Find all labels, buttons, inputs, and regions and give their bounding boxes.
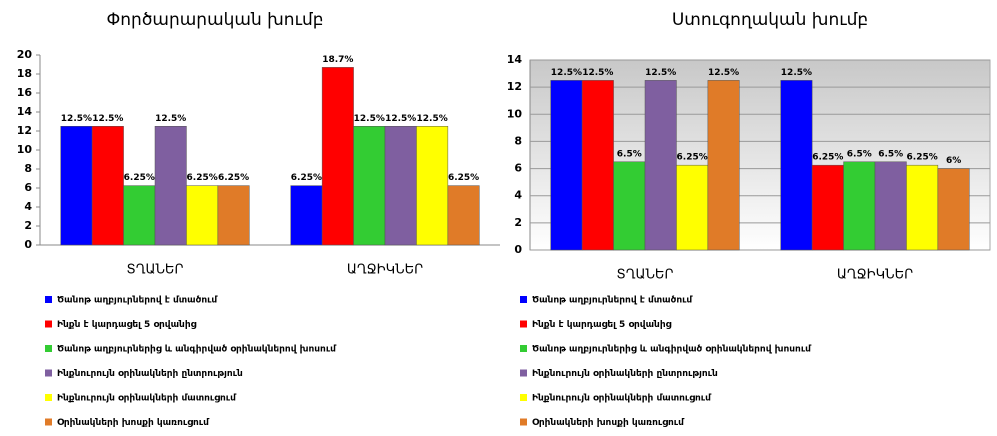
bar [353,126,386,246]
chart-title: Փործարարական խումբ [106,10,323,30]
y-tick-label: 10 [17,143,33,156]
legend-label: Ինքն է կարդացել 5 օրվանից [57,320,197,330]
legend-label: Ծանոթ աղբյուրներով է մտածում [532,296,693,306]
legend-swatch [520,394,527,401]
value-label: 6.25% [187,173,218,183]
bar [707,80,740,251]
value-label: 12.5% [645,68,676,78]
y-tick-label: 2 [24,219,32,232]
value-label: 6.25% [218,173,249,183]
legend-swatch [45,369,52,377]
y-tick-label: 14 [17,105,33,118]
legend-label: Ինքնուրույն օրինակների մատուցում [57,394,237,404]
y-tick-label: 6 [24,181,32,194]
value-label: 6.25% [812,153,843,163]
legend-swatch [45,296,52,303]
x-tick-label: ՏՂԱՆԵՐ [617,268,674,283]
value-label: 12.5% [385,114,416,124]
y-tick-label: 8 [514,134,522,147]
bar [60,126,93,246]
legend-swatch [45,418,52,426]
y-tick-label: 16 [17,86,33,99]
y-tick-label: 6 [514,162,522,175]
bar [644,80,677,251]
y-tick-label: 0 [514,243,522,256]
bar [550,80,583,251]
value-label: 6.5% [878,149,903,159]
bar [154,126,187,246]
bar [780,80,813,251]
chart-title: Ստուգողական խումբ [672,10,868,30]
value-label: 6.25% [124,173,155,183]
value-label: 12.5% [417,114,448,124]
y-tick-label: 10 [507,107,523,120]
legend-label: Ինքնուրույն օրինակների ընտրություն [532,369,718,379]
bar [937,168,970,251]
value-label: 12.5% [92,114,123,124]
bar [91,126,124,246]
legend-swatch [45,320,52,328]
legend-label: Ծանոթ աղբյուրներից և անգիրված օրինակներո… [57,345,337,355]
bar [217,185,250,246]
y-tick-label: 12 [17,124,32,137]
x-tick-label: ԱՂՋԻԿՆԵՐ [837,268,913,283]
value-label: 12.5% [551,68,582,78]
legend-swatch [45,394,52,401]
bar [290,185,323,246]
y-tick-label: 4 [24,200,32,213]
legend-label: Ինքնուրույն օրինակների մատուցում [532,394,712,404]
legend-label: Ինքն է կարդացել 5 օրվանից [532,320,672,330]
y-tick-label: 2 [514,216,522,229]
bar [321,67,354,246]
legend-swatch [520,369,527,377]
value-label: 12.5% [708,68,739,78]
value-label: 12.5% [155,114,186,124]
bar [581,80,614,251]
x-tick-label: ՏՂԱՆԵՐ [127,263,184,278]
y-tick-label: 12 [507,80,522,93]
value-label: 6.5% [617,149,642,159]
legend-swatch [520,345,527,352]
bar [874,161,907,251]
bar [416,126,449,246]
value-label: 6.25% [907,153,938,163]
value-label: 12.5% [61,114,92,124]
legend-label: Ինքնուրույն օրինակների ընտրություն [57,369,243,379]
value-label: 12.5% [582,68,613,78]
value-label: 6.25% [291,173,322,183]
value-label: 6.25% [448,173,479,183]
legend-swatch [520,296,527,303]
legend-label: Ծանոթ աղբյուրներով է մտածում [57,296,218,306]
y-tick-label: 0 [24,238,32,251]
y-tick-label: 18 [17,67,32,80]
legend-swatch [520,418,527,426]
value-label: 6.5% [847,149,872,159]
bar [811,164,844,251]
value-label: 6.25% [677,153,708,163]
legend-label: Ծանոթ աղբյուրներից և անգիրված օրինակներո… [532,345,812,355]
legend-swatch [45,345,52,352]
value-label: 12.5% [781,68,812,78]
legend-swatch [520,320,527,328]
bar [123,185,156,246]
bar [447,185,480,246]
bar [676,164,709,251]
bar [906,164,939,251]
bar [186,185,219,246]
value-label: 6% [946,156,961,166]
value-label: 12.5% [354,114,385,124]
y-tick-label: 20 [17,48,33,61]
bar [384,126,417,246]
bar [843,161,876,251]
y-tick-label: 14 [507,53,523,66]
value-label: 18.7% [322,55,353,65]
legend-label: Օրինակների խոսքի կառուցում [532,418,685,428]
y-tick-label: 4 [514,189,522,202]
x-tick-label: ԱՂՋԻԿՆԵՐ [347,263,423,278]
y-tick-label: 8 [24,162,32,175]
bar [613,161,646,251]
legend-label: Օրինակների խոսքի կառուցում [57,418,210,428]
